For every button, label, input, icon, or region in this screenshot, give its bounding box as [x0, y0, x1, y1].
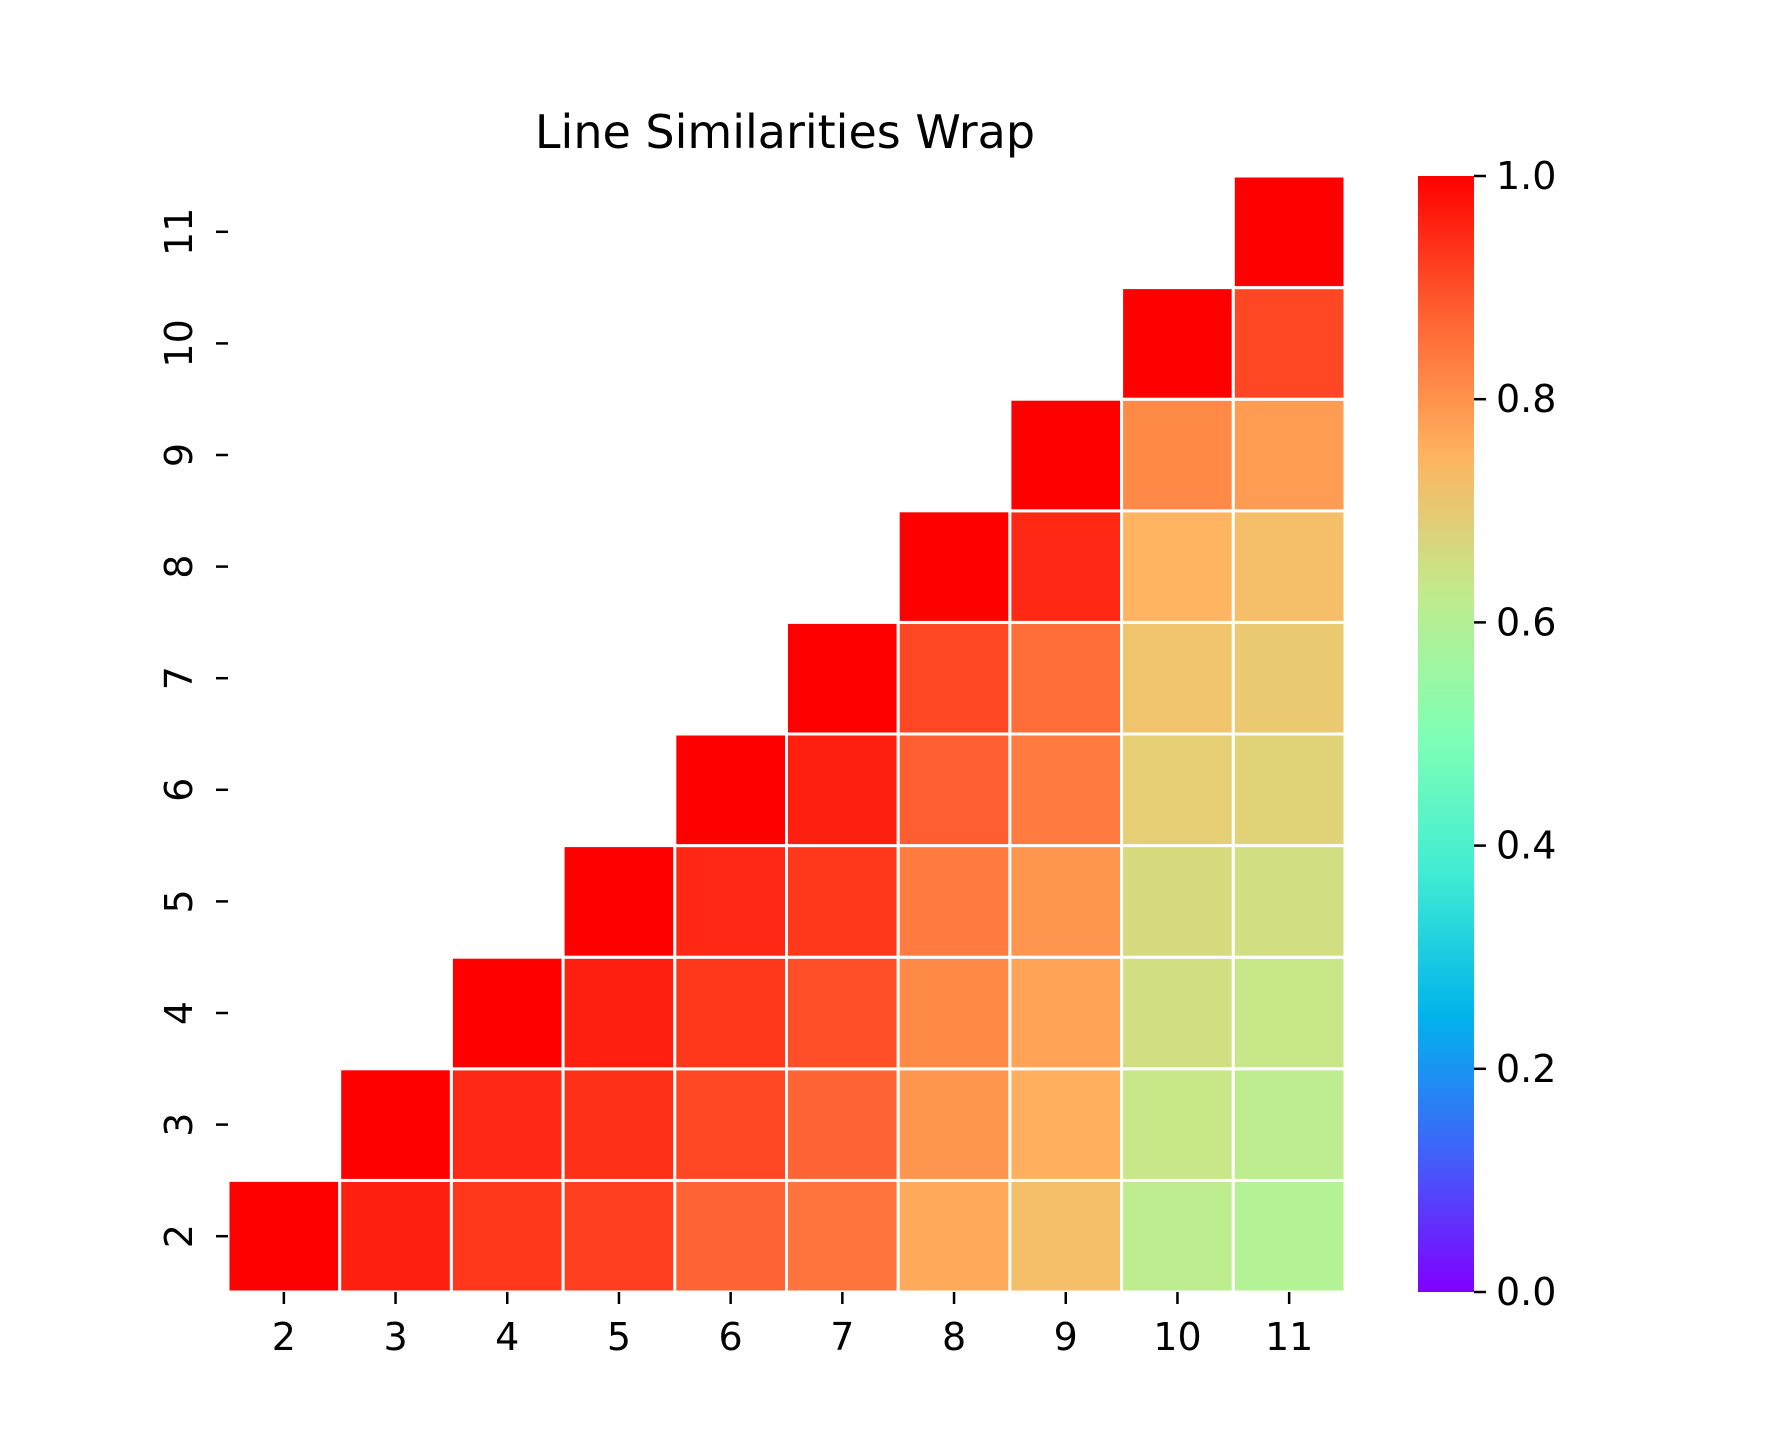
heatmap-cell	[785, 732, 900, 848]
heatmap-cell	[673, 1067, 788, 1182]
heatmap-cell	[1008, 955, 1124, 1071]
heatmap-cell	[561, 844, 677, 959]
heatmap-cell	[1120, 1067, 1235, 1182]
heatmap-cell	[1120, 286, 1235, 401]
heatmap-cells	[226, 174, 1347, 1294]
heatmap-cell	[449, 1178, 565, 1294]
heatmap-cell	[1231, 509, 1347, 624]
heatmap-cell	[896, 732, 1012, 848]
y-tick-label: 8	[157, 555, 201, 579]
x-tick-label: 10	[1153, 1315, 1201, 1359]
heatmap-cell	[1008, 397, 1124, 513]
y-tick-label: 9	[157, 443, 201, 467]
heatmap-cell	[1120, 397, 1235, 513]
colorbar: 0.0 0.2 0.4 0.6 0.8 1.0	[1418, 154, 1556, 1314]
x-tick-label: 9	[1054, 1315, 1078, 1359]
heatmap-cell	[673, 844, 788, 959]
heatmap-cell	[338, 1178, 453, 1294]
y-tick-label: 5	[157, 889, 201, 913]
y-axis: 2 3 4 5 6 7 8 9 10 11	[157, 208, 228, 1248]
colorbar-ticks: 0.0 0.2 0.4 0.6 0.8 1.0	[1474, 154, 1556, 1314]
heatmap-cell	[673, 1178, 788, 1294]
heatmap-cell	[1120, 1178, 1235, 1294]
heatmap-cell	[1231, 1178, 1347, 1294]
x-tick-label: 4	[495, 1315, 519, 1359]
colorbar-tick-label: 0.6	[1496, 600, 1556, 644]
y-tick-label: 7	[157, 666, 201, 690]
x-tick-label: 2	[272, 1315, 296, 1359]
heatmap-cell	[785, 844, 900, 959]
x-tick-label: 8	[942, 1315, 966, 1359]
heatmap-cell	[561, 955, 677, 1071]
heatmap-cell	[785, 955, 900, 1071]
heatmap-cell	[785, 620, 900, 736]
colorbar-tick-label: 0.8	[1496, 377, 1556, 421]
x-tick-label: 3	[383, 1315, 407, 1359]
heatmap-cell	[338, 1067, 453, 1182]
heatmap-cell	[1231, 620, 1347, 736]
x-axis: 2 3 4 5 6 7 8 9 10 11	[272, 1292, 1313, 1359]
heatmap-cell	[1008, 509, 1124, 624]
heatmap-cell	[1120, 732, 1235, 848]
heatmap-cell	[1120, 620, 1235, 736]
heatmap-cell	[1120, 955, 1235, 1071]
heatmap-cell	[785, 1178, 900, 1294]
heatmap-cell	[896, 1178, 1012, 1294]
heatmap-cell	[449, 1067, 565, 1182]
heatmap-cell	[896, 1067, 1012, 1182]
heatmap-cell	[896, 620, 1012, 736]
x-tick-label: 5	[607, 1315, 631, 1359]
heatmap-cell	[561, 1178, 677, 1294]
heatmap-cell	[1120, 509, 1235, 624]
y-tick-label: 4	[157, 1001, 201, 1025]
colorbar-gradient	[1418, 176, 1474, 1292]
colorbar-tick-label: 1.0	[1496, 154, 1556, 198]
heatmap-cell	[896, 955, 1012, 1071]
colorbar-tick-label: 0.0	[1496, 1270, 1556, 1314]
y-tick-label: 11	[157, 208, 201, 256]
heatmap-cell	[561, 1067, 677, 1182]
heatmap-cell	[1231, 174, 1347, 290]
heatmap-cell	[785, 1067, 900, 1182]
chart-title: Line Similarities Wrap	[535, 105, 1035, 159]
heatmap-cell	[1231, 955, 1347, 1071]
y-tick-label: 3	[157, 1113, 201, 1137]
heatmap-cell	[673, 955, 788, 1071]
heatmap-cell	[1008, 1067, 1124, 1182]
heatmap-cell	[1120, 844, 1235, 959]
heatmap-cell	[896, 509, 1012, 624]
heatmap-cell	[1231, 844, 1347, 959]
heatmap-cell	[1231, 286, 1347, 401]
x-tick-label: 7	[830, 1315, 854, 1359]
heatmap-cell	[1231, 732, 1347, 848]
colorbar-tick-label: 0.2	[1496, 1047, 1556, 1091]
x-tick-label: 6	[719, 1315, 743, 1359]
heatmap-cell	[1008, 1178, 1124, 1294]
heatmap-cell	[1231, 397, 1347, 513]
heatmap-cell	[1008, 844, 1124, 959]
y-tick-label: 6	[157, 778, 201, 802]
heatmap-cell	[673, 732, 788, 848]
colorbar-tick-label: 0.4	[1496, 824, 1556, 868]
heatmap-cell	[1008, 732, 1124, 848]
heatmap-cell	[226, 1178, 342, 1294]
heatmap-cell	[896, 844, 1012, 959]
y-tick-label: 2	[157, 1224, 201, 1248]
heatmap-cell	[449, 955, 565, 1071]
y-tick-label: 10	[157, 319, 201, 367]
heatmap-cell	[1008, 620, 1124, 736]
x-tick-label: 11	[1265, 1315, 1313, 1359]
heatmap-cell	[1231, 1067, 1347, 1182]
